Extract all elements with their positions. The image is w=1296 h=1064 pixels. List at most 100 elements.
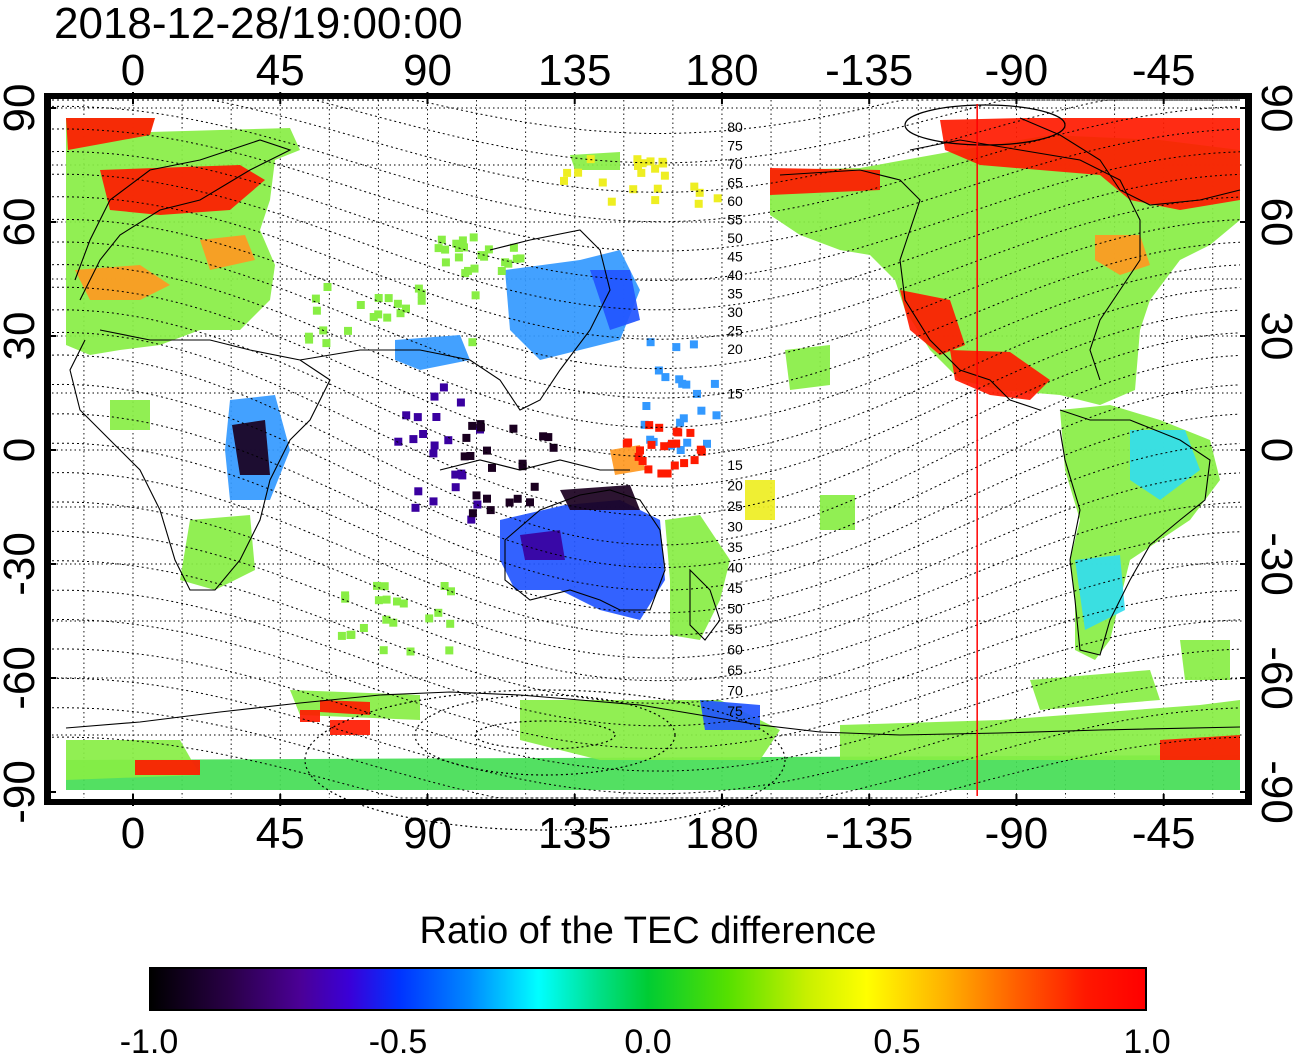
tec-ratio-pixel [470,264,479,273]
tec-ratio-pixel [661,373,670,382]
axis-tick-label: 90 [1252,84,1296,133]
tec-ratio-pixel [696,445,705,454]
magnetic-contour [51,442,1241,614]
tec-ratio-pixel [539,432,548,441]
tec-ratio-pixel [642,402,651,410]
tec-ratio-patch [66,118,155,150]
tec-ratio-patch [770,135,1240,405]
tec-ratio-pixel [636,446,644,455]
contour-label: 50 [727,230,743,246]
tec-ratio-pixel [682,380,691,389]
tec-ratio-pixel [712,411,721,420]
tec-ratio-pixel [417,289,426,298]
coastline [1059,409,1211,656]
tec-ratio-pixel [468,509,477,518]
tec-ratio-pixel [486,506,495,515]
tec-ratio-pixel [434,608,443,617]
axis-tick-label: 0 [121,809,145,858]
axis-tick-label: -135 [825,809,913,858]
tec-ratio-pixel [406,647,415,656]
tec-ratio-pixel [434,244,443,253]
tec-ratio-patch [300,710,320,722]
tec-ratio-patch [570,152,620,170]
contour-label: 35 [727,539,743,555]
tec-ratio-pixel [461,269,470,278]
tec-ratio-patch [560,485,640,510]
tec-ratio-pixel [374,596,383,605]
tec-ratio-pixel [640,420,649,429]
tec-ratio-patch [110,400,150,430]
tec-ratio-pixel [414,284,423,293]
tec-ratio-pixel [530,482,539,491]
tec-ratio-pixel [497,267,506,275]
latitude-labels-left: 90 60 30 0 -30 -60 -90 [0,84,44,824]
tec-ratio-patch [950,350,1050,400]
coastline [1019,117,1241,206]
tec-ratio-pixel [417,296,426,305]
tec-ratio-pixel [399,599,408,608]
magnetic-contour [51,128,1241,252]
frame-band-left [44,93,50,805]
tec-ratio-pixel [429,449,438,458]
tec-ratio-pixel [560,176,568,185]
frame-band-right [1246,93,1252,805]
tec-ratio-pixel [544,433,553,442]
coastline [909,139,1141,381]
tec-ratio-patch [770,168,880,195]
tec-ratio-pixel [598,178,607,187]
tec-ratio-pixel [672,439,681,448]
tec-ratio-pixel [389,618,398,627]
tec-ratio-pixel [660,442,669,451]
tec-ratio-pixel [379,646,388,655]
contour-label: 30 [727,304,743,320]
tec-ratio-pixel [441,258,450,267]
tec-ratio-pixel [446,619,455,628]
tec-ratio-pixel [516,254,525,263]
coastline [299,229,611,411]
tec-ratio-pixel [686,428,695,437]
tec-ratio-patch [500,500,665,620]
tec-ratio-pixel [693,389,701,398]
tec-ratio-pixel [483,494,491,503]
tec-ratio-pixel [458,236,467,245]
tec-ratio-pixel [414,487,423,496]
tec-ratio-pixel [457,469,466,478]
tec-ratio-pixel [683,438,692,447]
tec-ratio-pixel [471,291,480,300]
longitude-labels-top: 0 45 90 135 180 -135 -90 -45 [121,46,1196,95]
tec-ratio-patch [1075,555,1125,630]
contour-label: 75 [727,703,743,719]
tec-ratio-pixel [676,418,685,427]
magnetic-contour [51,648,1241,772]
axis-tick-label: 0 [0,438,44,462]
coastline [689,568,721,641]
axis-tick-label: 90 [403,809,452,858]
tec-ratio-pixel [369,313,378,321]
axis-tick-label: -135 [825,46,913,95]
tec-ratio-pixel [430,392,439,401]
contour-label: 40 [727,267,743,283]
axis-tick-label: 45 [256,809,305,858]
tec-ratio-pixel [675,375,684,384]
tec-ratio-pixel [462,433,471,442]
tec-ratio-pixel [634,452,643,461]
tec-ratio-pixel [396,309,405,318]
contour-label: 55 [727,212,743,228]
axis-tick-label: 90 [403,46,452,95]
tec-ratio-pixel [690,456,699,465]
tec-ratio-pixel [425,614,434,623]
axis-tick-label: -45 [1132,809,1196,858]
tec-ratio-pixel [356,301,365,309]
tec-ratio-patch [1130,430,1200,500]
magnetic-contour [52,218,1241,370]
tec-ratio-patch [330,720,370,735]
axis-tick-label: 90 [0,84,44,133]
tec-ratio-pixel [509,243,518,252]
tec-ratio-pixel [451,470,460,479]
contour-label: 30 [727,519,743,535]
magnetic-contour [52,99,1240,164]
tec-ratio-pixel [633,155,642,164]
tec-ratio-pixel [574,168,583,177]
tec-ratio-patch [520,530,565,560]
magnetic-contour [52,99,1240,134]
